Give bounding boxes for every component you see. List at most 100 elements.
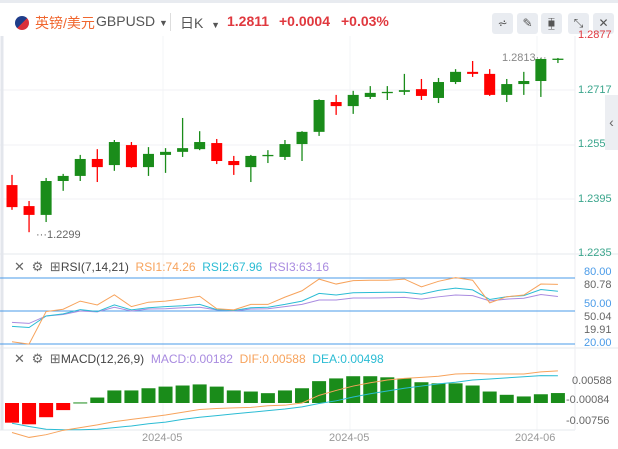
macd-bar: [277, 390, 292, 403]
macd-bar: [363, 376, 378, 403]
low-annotation: ···1.2299: [36, 229, 81, 241]
candle-body: [415, 89, 427, 96]
rsi1-line: [11, 277, 558, 345]
macd-bar: [56, 403, 71, 411]
macd-bar: [346, 376, 361, 403]
macd-bar: [312, 381, 327, 403]
price-tick: 1.2235: [578, 246, 612, 259]
candle-type-button[interactable]: ⧯: [541, 13, 562, 34]
price-tick: 1.2395: [578, 192, 612, 205]
macd-bar: [192, 384, 207, 403]
candle-body: [535, 58, 547, 82]
macd-bar: [550, 393, 565, 403]
macd-bar: [39, 403, 54, 418]
symbol-selector[interactable]: GBPUSD ▼: [96, 13, 168, 29]
expand-icon[interactable]: ⊞: [49, 351, 61, 366]
rsi3-value: RSI3:63.16: [268, 260, 330, 274]
macd-bar: [209, 386, 224, 403]
candle-body: [125, 145, 137, 168]
price-tick: 1.2556: [578, 138, 612, 151]
macd-axis-top: 0.00588: [572, 375, 612, 387]
rsi-axis-80: 80.00: [584, 266, 612, 278]
macd-bar: [90, 397, 105, 403]
price-change-pct: +0.03%: [341, 13, 389, 29]
macd-bar: [465, 385, 480, 403]
candle-body: [450, 71, 462, 83]
candle-body: [518, 81, 530, 85]
candle-body: [91, 158, 103, 168]
candle-body: [433, 82, 444, 98]
chevron-down-icon: ▼: [211, 20, 221, 30]
rsi2-value: RSI2:67.96: [202, 260, 263, 274]
price-tick: 1.2717: [578, 83, 612, 96]
pair-title[interactable]: 英镑/美元: [35, 15, 95, 31]
close-indicator-icon[interactable]: ✕: [14, 351, 25, 366]
macd-bar: [448, 383, 463, 403]
macd-bar: [5, 403, 19, 423]
collapse-button[interactable]: ⤡: [568, 13, 589, 34]
macd-bar: [73, 402, 88, 404]
macd-bar: [107, 390, 122, 403]
rsi-axis-value: 80.78: [584, 279, 612, 291]
expand-icon[interactable]: ⊞: [49, 259, 61, 274]
draw-button[interactable]: ✎: [517, 13, 538, 34]
rsi-header: ✕ ⚙ ⊞RSI(7,14,21) RSI1:74.26 RSI2:67.96 …: [14, 259, 329, 275]
date-label: 2024-05: [329, 432, 370, 444]
candle-body: [467, 71, 479, 74]
candle-body: [74, 158, 86, 176]
price-change: +0.0004: [279, 13, 330, 29]
macd-axis-bottom: -0.00756: [566, 415, 610, 427]
candle-body: [211, 143, 223, 162]
macd-bar: [124, 390, 139, 403]
candle-body: [40, 181, 52, 215]
macd-value: MACD:0.00182: [150, 352, 233, 366]
candle-body: [142, 153, 154, 168]
macd-bar: [482, 391, 497, 403]
macd-label: MACD(12,26,9): [60, 352, 145, 366]
candle-body: [228, 161, 240, 166]
macd-bar: [295, 388, 310, 403]
candle-body: [245, 155, 257, 168]
candle-body: [381, 91, 393, 94]
macd-bar: [431, 383, 446, 403]
macd-bar: [243, 391, 258, 403]
dif-line: [11, 370, 558, 438]
line-chart-button[interactable]: ⩫: [492, 13, 513, 34]
candle-body: [398, 90, 410, 92]
high-value: 1.2813: [502, 52, 536, 64]
period-selector[interactable]: 日K ▼: [180, 13, 220, 33]
close-indicator-icon[interactable]: ✕: [14, 259, 25, 274]
rsi3-line: [11, 293, 558, 324]
macd-bar: [158, 386, 173, 403]
candle-body: [364, 92, 376, 97]
rsi-axis-20: 20.00: [584, 337, 612, 349]
settings-icon[interactable]: ⚙: [31, 351, 44, 366]
pencil-icon: ✎: [522, 16, 533, 30]
macd-bar: [22, 403, 37, 425]
expand-panel-button[interactable]: ‹: [605, 95, 618, 150]
settings-icon[interactable]: ⚙: [31, 259, 44, 274]
chevron-left-icon: ‹: [609, 114, 614, 130]
date-label: 2024-06: [515, 432, 556, 444]
candle-body: [108, 142, 120, 166]
last-price: 1.2811: [227, 13, 270, 29]
high-annotation: 1.2813···: [502, 52, 547, 64]
macd-bar: [380, 377, 395, 403]
dea-value: DEA:0.00498: [312, 352, 384, 366]
rsi1-value: RSI1:74.26: [135, 260, 196, 274]
close-button[interactable]: ✕: [593, 13, 614, 34]
divider: [170, 13, 171, 31]
candle-body: [296, 131, 308, 145]
symbol-label: GBPUSD: [96, 13, 156, 29]
candle-body: [330, 102, 342, 107]
price-tick: 1.2877: [578, 29, 612, 42]
macd-bar: [260, 393, 275, 403]
macd-bar: [175, 385, 190, 403]
candle-body: [57, 175, 69, 182]
rsi-axis-50: 50.00: [584, 298, 612, 310]
dif-value: DIF:0.00588: [239, 352, 306, 366]
macd-bar: [397, 378, 412, 403]
macd-axis-mid: -0.00084: [566, 394, 610, 406]
close-icon: ✕: [598, 16, 609, 30]
